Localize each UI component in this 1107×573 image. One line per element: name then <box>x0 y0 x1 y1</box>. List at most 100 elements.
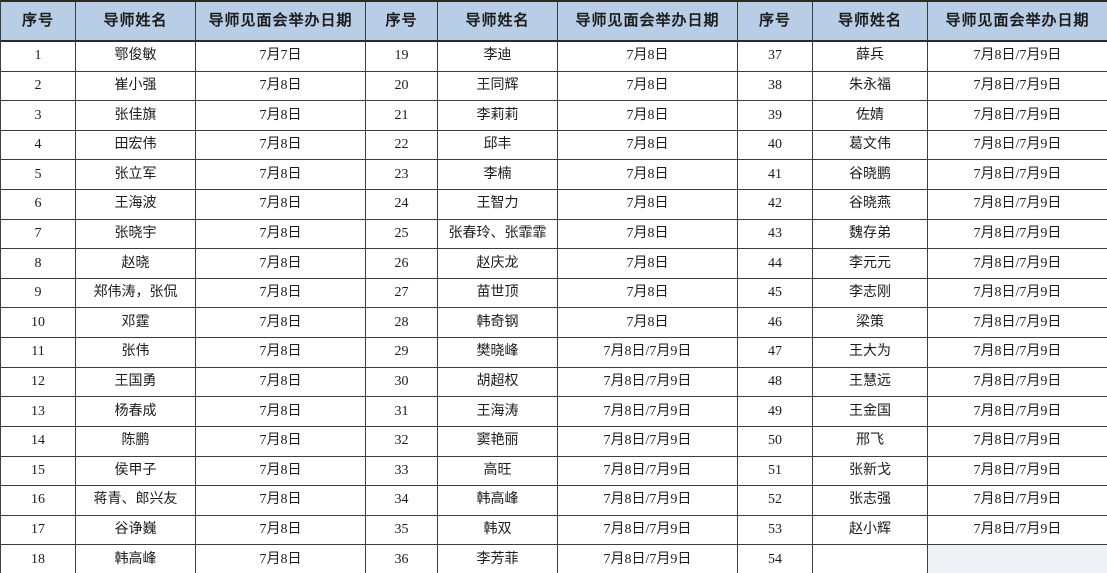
table-group-2: 序号 导师姓名 导师见面会举办日期 19 李迪 7月8日 20 王同辉 7月8日 21 李莉莉… <box>366 2 738 573</box>
cell-mentor-name: 王金国 <box>813 397 928 427</box>
cell-index: 42 <box>738 190 813 220</box>
cell-mentor-name: 谷晓鹏 <box>813 160 928 191</box>
cell-meeting-date: 7月8日 <box>196 545 366 573</box>
cell-meeting-date: 7月8日 <box>558 249 738 279</box>
cell-index: 41 <box>738 160 813 191</box>
cell-meeting-date: 7月8日 <box>558 219 738 250</box>
col-header-date: 导师见面会举办日期 <box>196 2 366 42</box>
cell-meeting-date: 7月8日/7月9日 <box>558 397 738 427</box>
cell-meeting-date: 7月8日/7月9日 <box>928 486 1107 516</box>
cell-mentor-name: 田宏伟 <box>76 130 196 161</box>
col-header-name: 导师姓名 <box>438 2 558 42</box>
cell-index: 54 <box>738 545 813 573</box>
cell-index: 19 <box>366 42 438 72</box>
cell-meeting-date: 7月8日/7月9日 <box>928 131 1107 161</box>
cell-index: 35 <box>366 515 438 546</box>
cell-index: 22 <box>366 130 438 161</box>
cell-index: 1 <box>1 42 76 72</box>
cell-meeting-date: 7月8日/7月9日 <box>928 160 1107 191</box>
cell-index: 7 <box>1 219 76 250</box>
cell-meeting-date: 7月8日 <box>196 367 366 398</box>
cell-meeting-date: 7月8日/7月9日 <box>928 249 1107 279</box>
cell-mentor-name: 张春玲、张霏霏 <box>438 219 558 250</box>
cell-meeting-date: 7月8日 <box>196 515 366 546</box>
cell-mentor-name: 王大为 <box>813 338 928 368</box>
cell-index: 34 <box>366 486 438 516</box>
cell-mentor-name: 李芳菲 <box>438 545 558 573</box>
cell-meeting-date: 7月8日/7月9日 <box>928 279 1107 309</box>
col-header-name: 导师姓名 <box>76 2 196 42</box>
cell-mentor-name: 陈鹏 <box>76 426 196 457</box>
cell-meeting-date: 7月8日 <box>558 190 738 220</box>
cell-index: 24 <box>366 190 438 220</box>
cell-index: 45 <box>738 278 813 309</box>
cell-index: 46 <box>738 308 813 339</box>
cell-mentor-name: 王海涛 <box>438 397 558 427</box>
cell-index: 23 <box>366 160 438 191</box>
cell-mentor-name: 侯甲子 <box>76 456 196 487</box>
cell-meeting-date: 7月8日/7月9日 <box>928 397 1107 427</box>
cell-mentor-name: 葛文伟 <box>813 130 928 161</box>
cell-index: 17 <box>1 515 76 546</box>
cell-meeting-date: 7月8日 <box>558 71 738 102</box>
cell-mentor-name: 杨春成 <box>76 397 196 427</box>
cell-meeting-date: 7月8日 <box>196 397 366 427</box>
cell-mentor-name: 李元元 <box>813 249 928 279</box>
cell-meeting-date: 7月8日/7月9日 <box>558 545 738 573</box>
cell-index: 49 <box>738 397 813 427</box>
cell-index: 2 <box>1 71 76 102</box>
cell-meeting-date: 7月8日 <box>558 42 738 72</box>
cell-index: 38 <box>738 71 813 102</box>
cell-index: 47 <box>738 338 813 368</box>
cell-meeting-date: 7月8日/7月9日 <box>928 457 1107 487</box>
col-header-name: 导师姓名 <box>813 2 928 42</box>
cell-index: 48 <box>738 367 813 398</box>
cell-mentor-name: 佐婧 <box>813 101 928 131</box>
cell-index: 20 <box>366 71 438 102</box>
cell-index: 39 <box>738 101 813 131</box>
cell-mentor-name: 崔小强 <box>76 71 196 102</box>
cell-index: 36 <box>366 545 438 573</box>
cell-meeting-date: 7月8日/7月9日 <box>928 338 1107 368</box>
cell-meeting-date: 7月8日 <box>558 101 738 131</box>
cell-meeting-date: 7月8日/7月9日 <box>928 101 1107 131</box>
cell-mentor-name: 梁策 <box>813 308 928 339</box>
cell-meeting-date: 7月8日 <box>196 456 366 487</box>
cell-mentor-name: 赵庆龙 <box>438 249 558 279</box>
cell-mentor-name: 韩双 <box>438 515 558 546</box>
cell-meeting-date: 7月8日/7月9日 <box>558 515 738 546</box>
cell-mentor-name: 张立军 <box>76 160 196 191</box>
cell-meeting-date: 7月8日/7月9日 <box>928 516 1107 546</box>
cell-mentor-name: 樊晓峰 <box>438 338 558 368</box>
cell-mentor-name: 窦艳丽 <box>438 426 558 457</box>
cell-mentor-name: 高旺 <box>438 456 558 487</box>
cell-index: 14 <box>1 426 76 457</box>
cell-index: 8 <box>1 249 76 279</box>
table-group-1: 序号 导师姓名 导师见面会举办日期 1 鄂俊敏 7月7日 2 崔小强 7月8日 3 张佳旗 7月… <box>1 2 366 573</box>
cell-meeting-date: 7月8日 <box>196 130 366 161</box>
cell-mentor-name: 鄂俊敏 <box>76 42 196 72</box>
cell-mentor-name: 韩高峰 <box>76 545 196 573</box>
cell-meeting-date: 7月8日 <box>196 426 366 457</box>
cell-index: 13 <box>1 397 76 427</box>
cell-mentor-name: 胡超权 <box>438 367 558 398</box>
cell-mentor-name: 谷诤巍 <box>76 515 196 546</box>
cell-meeting-date: 7月8日 <box>196 160 366 191</box>
cell-mentor-name: 邱丰 <box>438 130 558 161</box>
cell-meeting-date: 7月8日 <box>558 160 738 191</box>
cell-index: 25 <box>366 219 438 250</box>
cell-mentor-name: 王国勇 <box>76 367 196 398</box>
col-header-index: 序号 <box>1 2 76 42</box>
cell-mentor-name: 赵小辉 <box>813 515 928 546</box>
cell-meeting-date: 7月8日/7月9日 <box>558 338 738 368</box>
cell-meeting-date: 7月8日 <box>196 308 366 339</box>
cell-mentor-name: 李莉莉 <box>438 101 558 131</box>
cell-mentor-name: 魏存弟 <box>813 219 928 250</box>
cell-index: 4 <box>1 130 76 161</box>
cell-meeting-date: 7月8日 <box>196 190 366 220</box>
cell-mentor-name: 韩高峰 <box>438 486 558 516</box>
cell-meeting-date: 7月8日/7月9日 <box>928 220 1107 250</box>
cell-meeting-date: 7月8日/7月9日 <box>928 368 1107 398</box>
cell-mentor-name: 邢飞 <box>813 426 928 457</box>
cell-mentor-name: 王慧远 <box>813 367 928 398</box>
